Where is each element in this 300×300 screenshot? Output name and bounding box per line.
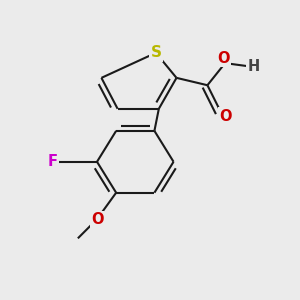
Text: O: O bbox=[219, 109, 231, 124]
Text: S: S bbox=[150, 45, 161, 60]
Text: O: O bbox=[91, 212, 103, 227]
Text: H: H bbox=[247, 58, 260, 74]
Text: F: F bbox=[47, 154, 57, 169]
Text: O: O bbox=[218, 51, 230, 66]
